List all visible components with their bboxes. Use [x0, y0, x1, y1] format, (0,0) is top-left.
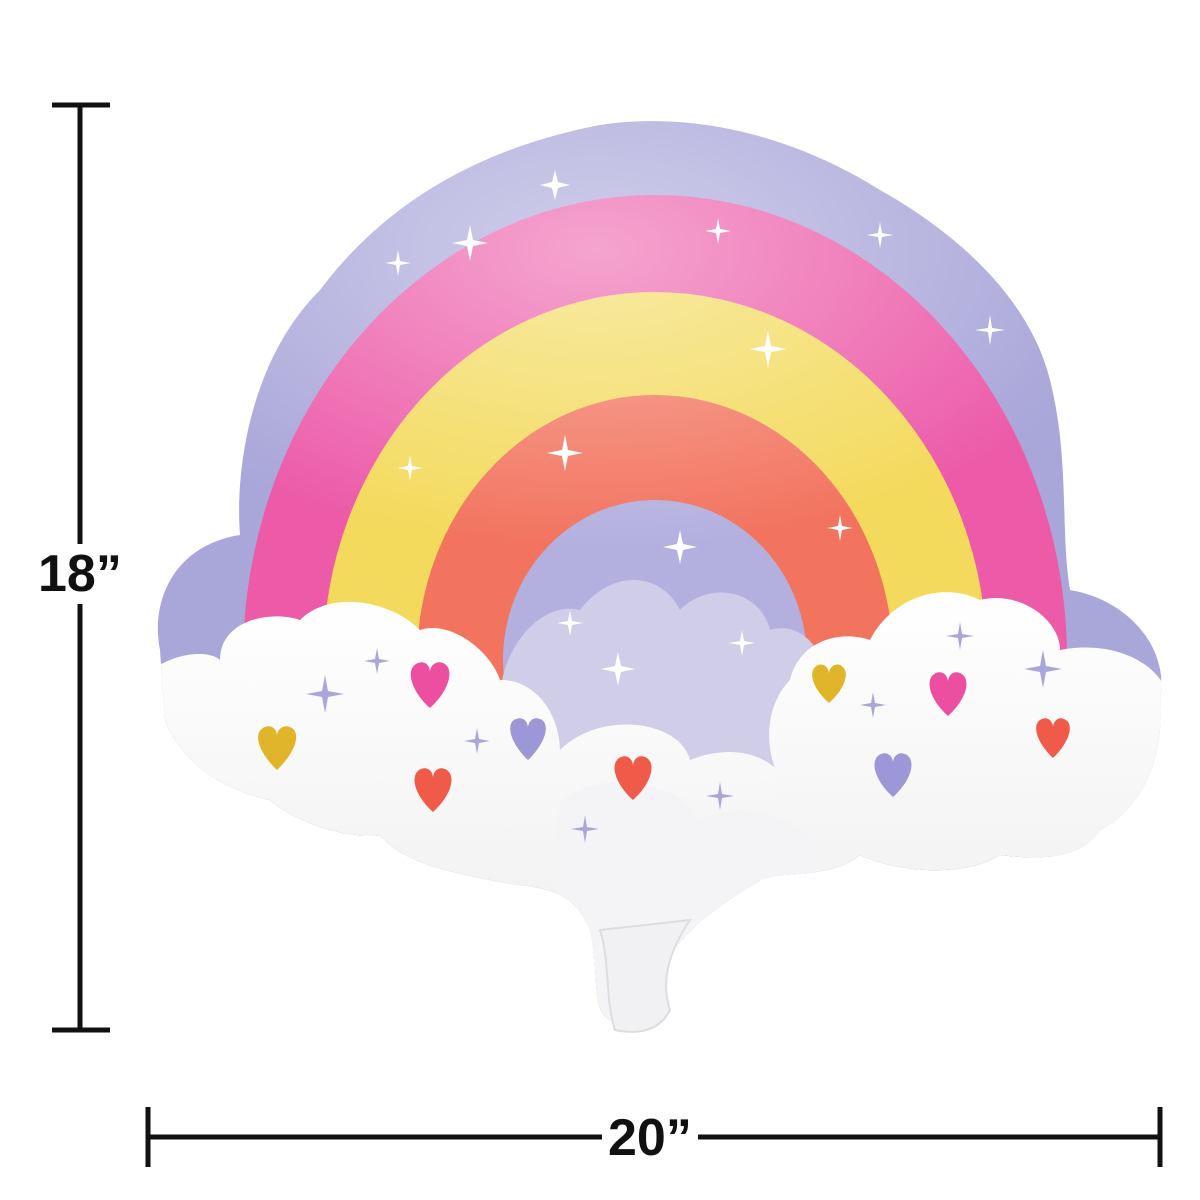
balloon-illustration: [0, 0, 1200, 1200]
height-label: 18”: [38, 544, 122, 604]
right-cloud: [769, 592, 1170, 1000]
middle-cloud: [540, 783, 820, 1050]
balloon-neck: [600, 920, 690, 1032]
width-label: 20”: [602, 1112, 698, 1164]
